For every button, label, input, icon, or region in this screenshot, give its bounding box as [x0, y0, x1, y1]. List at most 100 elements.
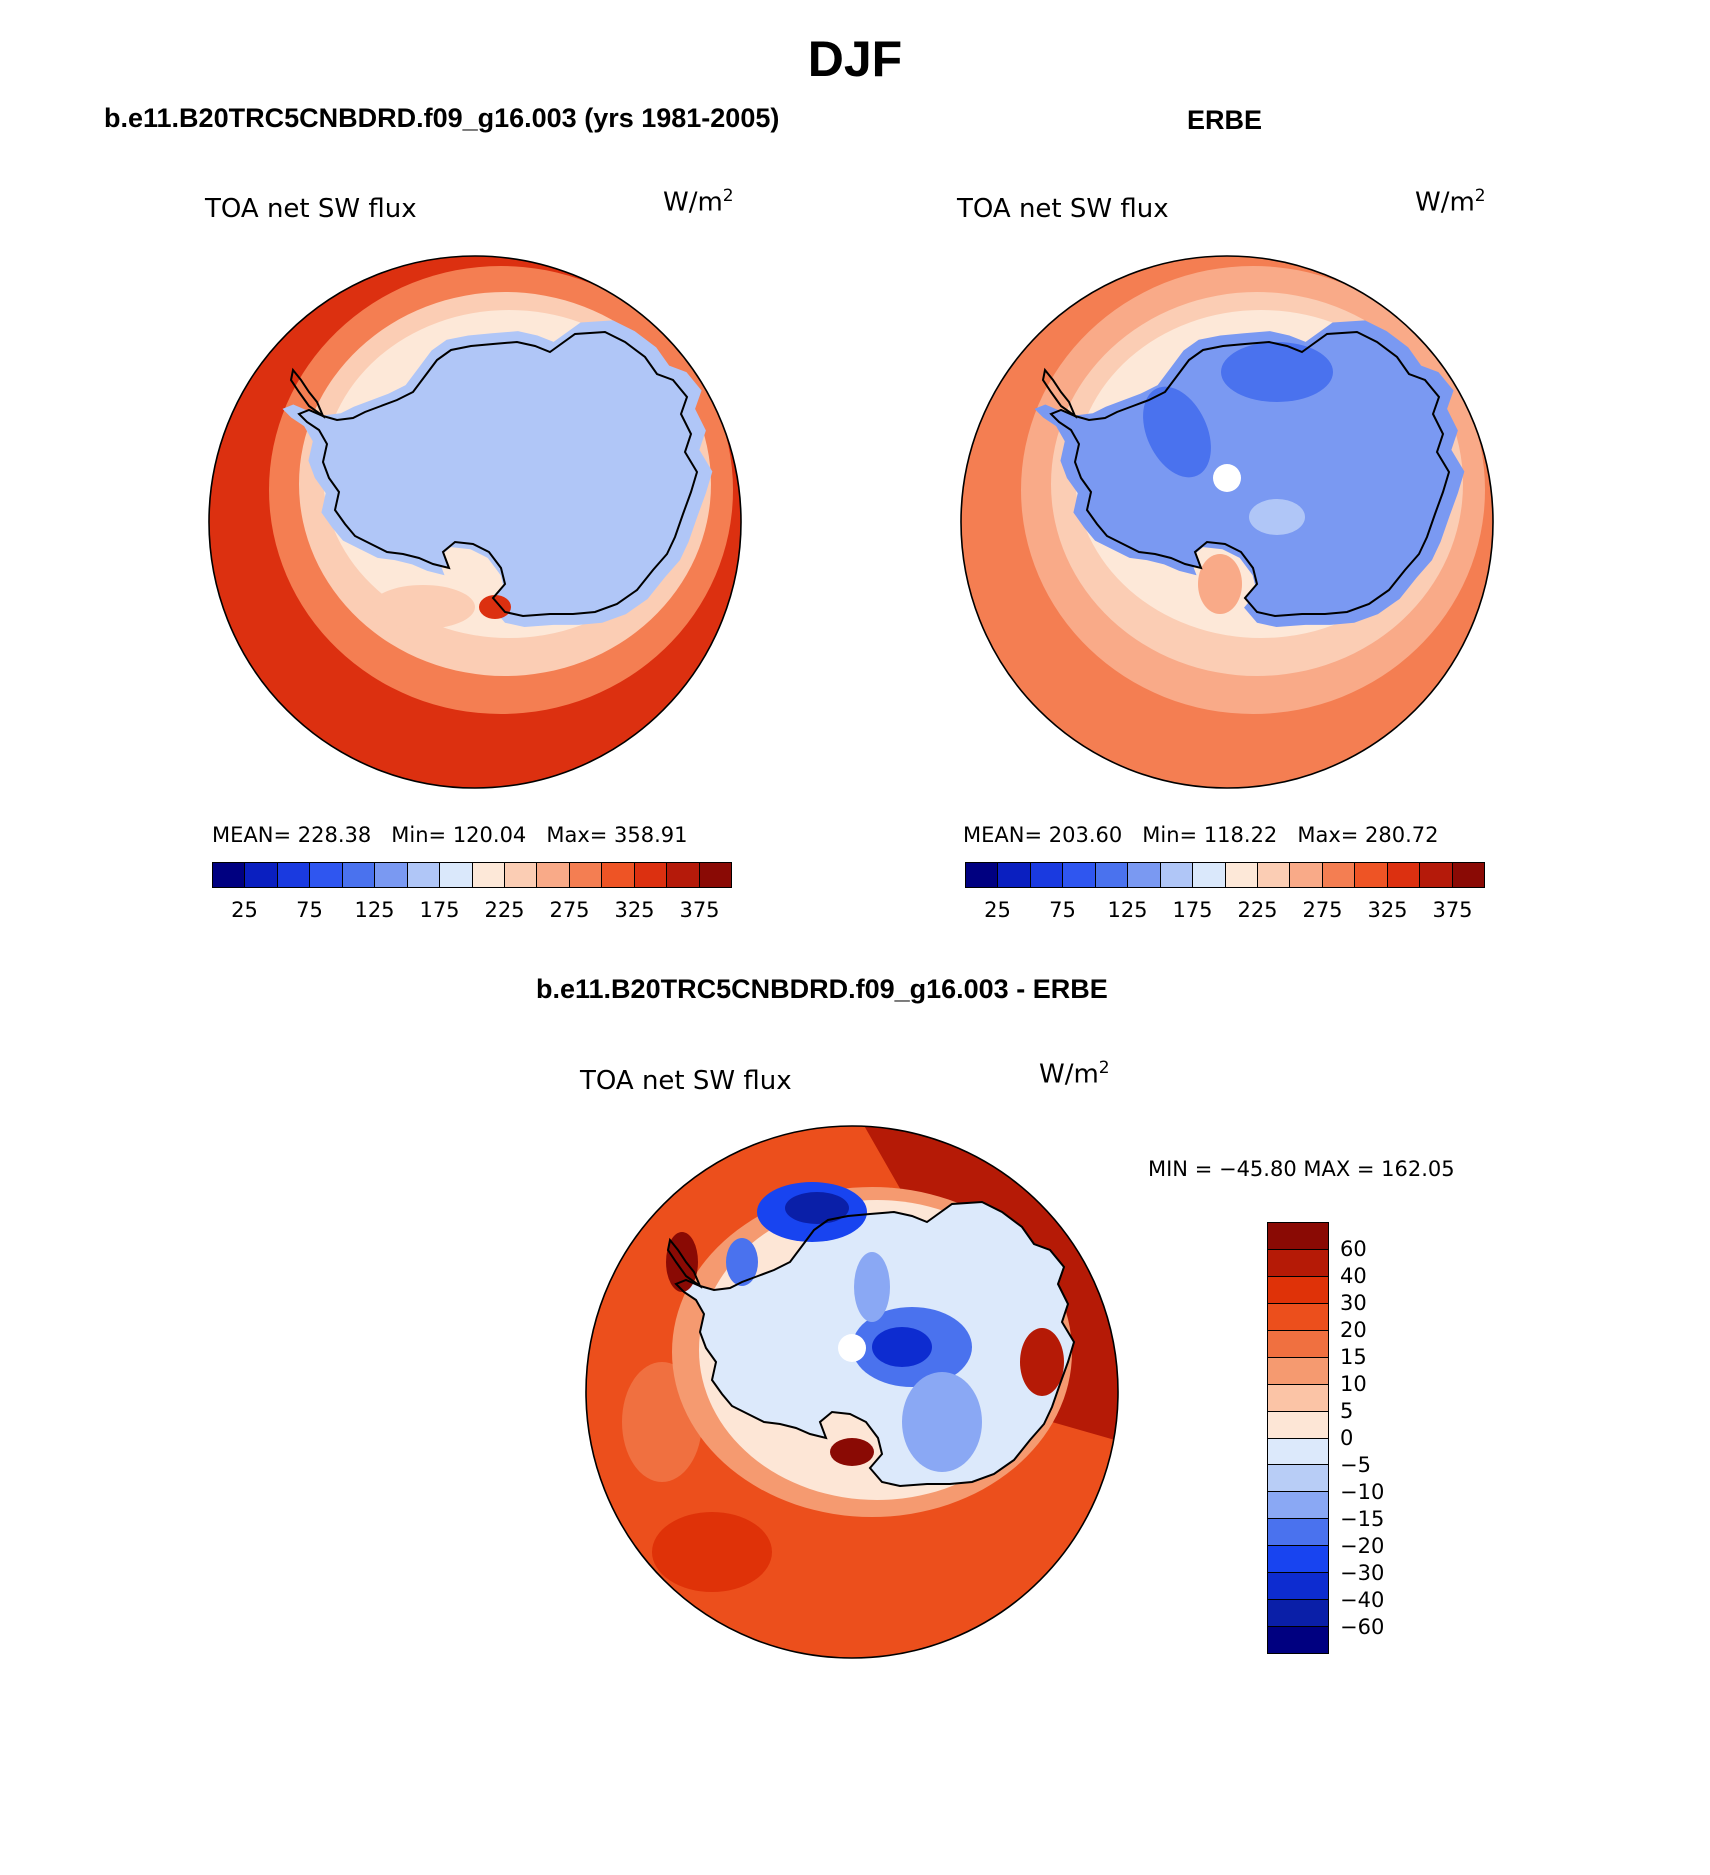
panel-1-colorbar-tick-label: 225 [484, 898, 525, 922]
panel-1-polar-map [208, 255, 742, 789]
diff-colorbar-tick-label: −60 [1340, 1615, 1385, 1639]
panel-2-colorbar-tick-label: 225 [1237, 898, 1278, 922]
coastal-positive-patch [1020, 1328, 1064, 1396]
panel-2-colorbar-tick-label: 25 [984, 898, 1011, 922]
panel-1-colorbar-swatch [213, 863, 246, 887]
diff-colorbar-tick-label: 15 [1340, 1345, 1367, 1369]
diff-colorbar-tick-label: 10 [1340, 1372, 1367, 1396]
panel-1-colorbar-ticks: 25 75 125 175 225 275 325 375 [212, 898, 732, 924]
panel-1-colorbar-swatch [504, 863, 538, 887]
panel-1-colorbar-swatch [342, 863, 376, 887]
panel-2-colorbar-tick-label: 125 [1107, 898, 1148, 922]
panel-1-colorbar-swatch [602, 863, 635, 887]
panel-1-colorbar-swatch [375, 863, 408, 887]
diff-colorbar-tick-label: −15 [1340, 1507, 1385, 1531]
diff-colorbar-swatch [1268, 1330, 1328, 1358]
diff-colorbar-swatch [1268, 1223, 1328, 1250]
panel-1-colorbar-swatch [699, 863, 731, 887]
panel-1-colorbar-swatch [440, 863, 473, 887]
panel-1-colorbar-swatch [634, 863, 668, 887]
negative-patch [854, 1252, 890, 1322]
panel-1-colorbar-swatch [537, 863, 570, 887]
pole-missing-data [838, 1334, 866, 1362]
coastal-high-patch [479, 595, 511, 619]
panel-1-colorbar-swatch [277, 863, 311, 887]
panel-2-title: ERBE [1187, 105, 1263, 135]
panel-1-units: W/m2 [663, 186, 734, 218]
panel-2-colorbar-swatch [1063, 863, 1096, 887]
panel-2-colorbar-swatch [1420, 863, 1453, 887]
diff-panel-title: b.e11.B20TRC5CNBDRD.f09_g16.003 - ERBE [536, 974, 1108, 1004]
panel-2-colorbar-swatch [1452, 863, 1484, 887]
panel-1-colorbar-swatch [310, 863, 343, 887]
panel-1-colorbar [212, 862, 732, 888]
diff-colorbar-swatch [1268, 1465, 1328, 1493]
diff-panel-colorbar-ticks: 60 40 30 20 15 10 5 0 −5 −10 −15 −20 −30 −40 −60 [1340, 1222, 1460, 1654]
diff-panel-units: W/m2 [1039, 1058, 1110, 1090]
peninsula-coastline [289, 367, 326, 419]
coastline [297, 330, 699, 618]
weddell-patch [371, 585, 475, 629]
diff-colorbar-swatch [1268, 1600, 1328, 1628]
map-field [586, 1126, 1118, 1658]
diff-colorbar-tick-label: −5 [1340, 1453, 1371, 1477]
panel-1-colorbar-swatch [245, 863, 278, 887]
figure-title: DJF [807, 31, 903, 87]
diff-colorbar-swatch [1268, 1303, 1328, 1331]
diff-colorbar-tick-label: −40 [1340, 1588, 1385, 1612]
diff-colorbar-swatch [1268, 1438, 1328, 1466]
panel-1-colorbar-tick-label: 75 [296, 898, 323, 922]
panel-1-colorbar-swatch [667, 863, 700, 887]
diff-colorbar-swatch [1268, 1546, 1328, 1574]
panel-2-units: W/m2 [1415, 186, 1486, 218]
panel-2-colorbar-swatch [998, 863, 1031, 887]
panel-2-variable: TOA net SW flux [957, 194, 1169, 224]
diff-panel-colorbar [1267, 1222, 1329, 1654]
diff-colorbar-swatch [1268, 1573, 1328, 1601]
diff-colorbar-tick-label: −20 [1340, 1534, 1385, 1558]
panel-1-variable: TOA net SW flux [205, 194, 417, 224]
panel-2-colorbar-swatch [1160, 863, 1194, 887]
diff-colorbar-tick-label: 20 [1340, 1318, 1367, 1342]
panel-2-colorbar [965, 862, 1485, 888]
map-border [960, 255, 1494, 789]
diff-colorbar-tick-label: 0 [1340, 1426, 1354, 1450]
diff-panel-minmax: MIN = −45.80 MAX = 162.05 [1148, 1157, 1455, 1181]
map-border [208, 255, 742, 789]
negative-patch [726, 1238, 758, 1286]
negative-patch [902, 1372, 982, 1472]
panel-2-colorbar-tick-label: 375 [1432, 898, 1473, 922]
panel-2-stats: MEAN= 203.60 Min= 118.22 Max= 280.72 [963, 823, 1439, 847]
diff-colorbar-swatch [1268, 1357, 1328, 1385]
panel-1-colorbar-tick-label: 175 [419, 898, 460, 922]
pole-missing-data [1213, 464, 1241, 492]
coastline [674, 1200, 1076, 1488]
diff-colorbar-swatch [1268, 1627, 1328, 1653]
peninsula-coastline [666, 1237, 703, 1289]
panel-2-colorbar-swatch [1128, 863, 1161, 887]
panel-2-colorbar-swatch [1193, 863, 1226, 887]
coastal-positive-patch [666, 1232, 698, 1292]
panel-1-colorbar-tick-label: 25 [231, 898, 258, 922]
diff-colorbar-tick-label: 30 [1340, 1291, 1367, 1315]
continent-low-patch [1221, 342, 1333, 402]
panel-2-colorbar-swatch [1387, 863, 1421, 887]
panel-2-colorbar-swatch [1322, 863, 1356, 887]
diff-colorbar-swatch [1268, 1492, 1328, 1520]
panel-2-colorbar-swatch [1355, 863, 1388, 887]
panel-2-colorbar-ticks: 25 75 125 175 225 275 325 375 [965, 898, 1485, 924]
continent-high-patch [1249, 499, 1305, 535]
panel-1-colorbar-tick-label: 125 [354, 898, 395, 922]
panel-2-colorbar-swatch [1030, 863, 1064, 887]
peninsula-coastline [1041, 367, 1078, 419]
diff-colorbar-tick-label: 60 [1340, 1237, 1367, 1261]
diff-panel-variable: TOA net SW flux [580, 1066, 792, 1096]
diff-colorbar-swatch [1268, 1249, 1328, 1277]
continent-fill [299, 332, 697, 616]
map-field [961, 256, 1493, 788]
strong-negative-patch [872, 1327, 932, 1367]
panel-1-colorbar-swatch [407, 863, 441, 887]
panel-2-colorbar-tick-label: 175 [1172, 898, 1213, 922]
map-field [209, 256, 741, 788]
panel-2-colorbar-swatch [1290, 863, 1323, 887]
